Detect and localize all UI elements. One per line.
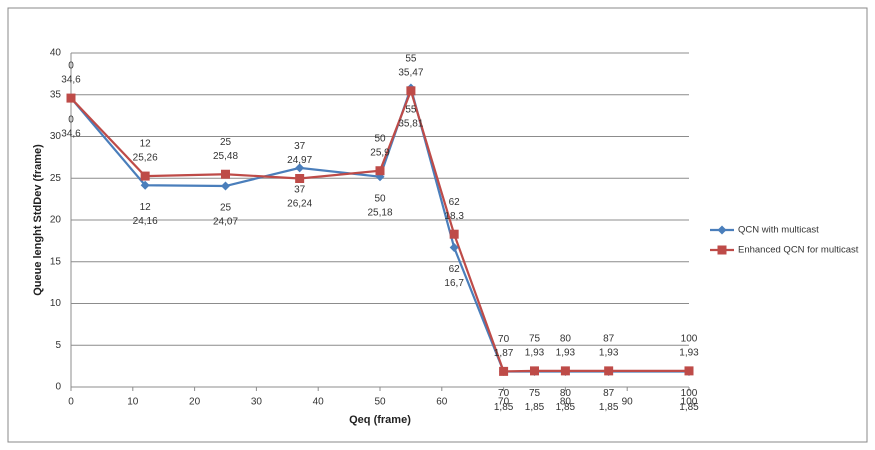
data-point <box>406 86 416 96</box>
x-tick-label: 100 <box>681 397 698 408</box>
x-tick-label: 20 <box>189 397 201 408</box>
data-label: 35,47 <box>398 67 423 78</box>
data-point <box>221 181 230 191</box>
data-label: 1,85 <box>599 402 619 413</box>
series-line <box>70 87 689 373</box>
data-label-x: 70 <box>498 388 510 399</box>
y-tick-label: 15 <box>50 256 62 267</box>
chart-frame <box>7 7 868 443</box>
data-label: 1,93 <box>599 348 619 359</box>
y-tick-label: 0 <box>55 382 61 393</box>
data-point <box>66 93 76 103</box>
x-tick-label: 60 <box>436 397 448 408</box>
data-label: 26,24 <box>287 199 312 210</box>
data-label-x: 0 <box>68 115 74 126</box>
data-label: 25,48 <box>213 151 238 162</box>
legend-text: QCN with multicast <box>738 225 819 236</box>
data-label-x: 75 <box>529 388 541 399</box>
data-point <box>140 171 150 181</box>
data-label: 1,85 <box>494 402 514 413</box>
data-point <box>530 366 539 376</box>
data-label: 18,3 <box>444 211 464 222</box>
data-label-x: 80 <box>560 334 572 345</box>
data-point <box>295 163 305 173</box>
data-label-x: 75 <box>529 334 541 345</box>
data-label: 24,07 <box>213 217 238 228</box>
legend-text: Enhanced QCN for multicast <box>738 245 859 256</box>
y-axis-title: Queue lenght StdDev (frame) <box>32 144 44 296</box>
data-label: 25,18 <box>367 207 392 218</box>
data-point <box>375 166 385 176</box>
data-label-x: 87 <box>603 388 615 399</box>
data-point <box>221 169 230 179</box>
data-label: 1,93 <box>679 348 699 359</box>
data-label: 1,85 <box>525 402 545 413</box>
data-label-x: 37 <box>294 141 306 152</box>
data-label-x: 62 <box>449 264 461 275</box>
data-label: 34,6 <box>61 75 81 86</box>
x-axis-title: Qeq (frame) <box>349 414 411 426</box>
data-point <box>684 366 694 376</box>
data-point <box>604 366 614 376</box>
y-tick-label: 20 <box>50 215 62 226</box>
data-label-x: 55 <box>405 53 417 64</box>
data-label: 34,6 <box>61 129 81 140</box>
y-tick-label: 35 <box>50 89 62 100</box>
legend-marker <box>717 245 727 255</box>
x-tick-label: 0 <box>68 397 74 408</box>
y-tick-label: 30 <box>50 131 62 142</box>
data-label-x: 0 <box>68 61 74 72</box>
data-label: 1,93 <box>556 348 576 359</box>
data-label: 24,16 <box>133 216 158 227</box>
data-point <box>449 243 459 253</box>
data-label-x: 70 <box>498 334 510 345</box>
data-label-x: 55 <box>405 105 417 116</box>
y-tick-label: 5 <box>55 340 61 351</box>
data-point <box>499 366 509 376</box>
x-tick-label: 40 <box>313 397 325 408</box>
data-label-x: 37 <box>294 185 306 196</box>
y-tick-label: 40 <box>50 48 62 59</box>
x-tick-label: 50 <box>374 397 386 408</box>
y-tick-label: 25 <box>50 173 62 184</box>
data-label-x: 50 <box>374 193 386 204</box>
x-tick-label: 70 <box>498 397 510 408</box>
data-label-x: 100 <box>681 388 698 399</box>
data-label-x: 62 <box>449 197 461 208</box>
data-label-x: 87 <box>603 334 615 345</box>
data-label-x: 25 <box>220 203 232 214</box>
data-label: 1,85 <box>556 402 576 413</box>
x-tick-label: 90 <box>622 397 634 408</box>
data-point <box>140 180 150 190</box>
x-tick-label: 10 <box>127 397 139 408</box>
data-label: 16,7 <box>444 278 464 289</box>
legend-marker <box>717 225 727 235</box>
data-point <box>295 174 305 184</box>
data-label-x: 50 <box>374 133 386 144</box>
data-label-x: 80 <box>560 388 572 399</box>
data-label-x: 25 <box>220 137 232 148</box>
data-label: 25,26 <box>133 153 158 164</box>
data-label-x: 12 <box>140 202 152 213</box>
data-point <box>449 229 459 239</box>
data-label: 35,81 <box>398 119 423 130</box>
data-label: 25,9 <box>370 147 390 158</box>
data-label-x: 12 <box>140 139 152 150</box>
data-label: 1,85 <box>679 402 699 413</box>
data-label-x: 100 <box>681 334 698 345</box>
data-label: 24,97 <box>287 155 312 166</box>
data-label: 1,93 <box>525 348 545 359</box>
x-tick-label: 30 <box>251 397 263 408</box>
data-label: 1,87 <box>494 348 514 359</box>
x-tick-label: 80 <box>560 397 572 408</box>
data-point <box>560 366 570 376</box>
y-tick-label: 10 <box>50 298 62 309</box>
